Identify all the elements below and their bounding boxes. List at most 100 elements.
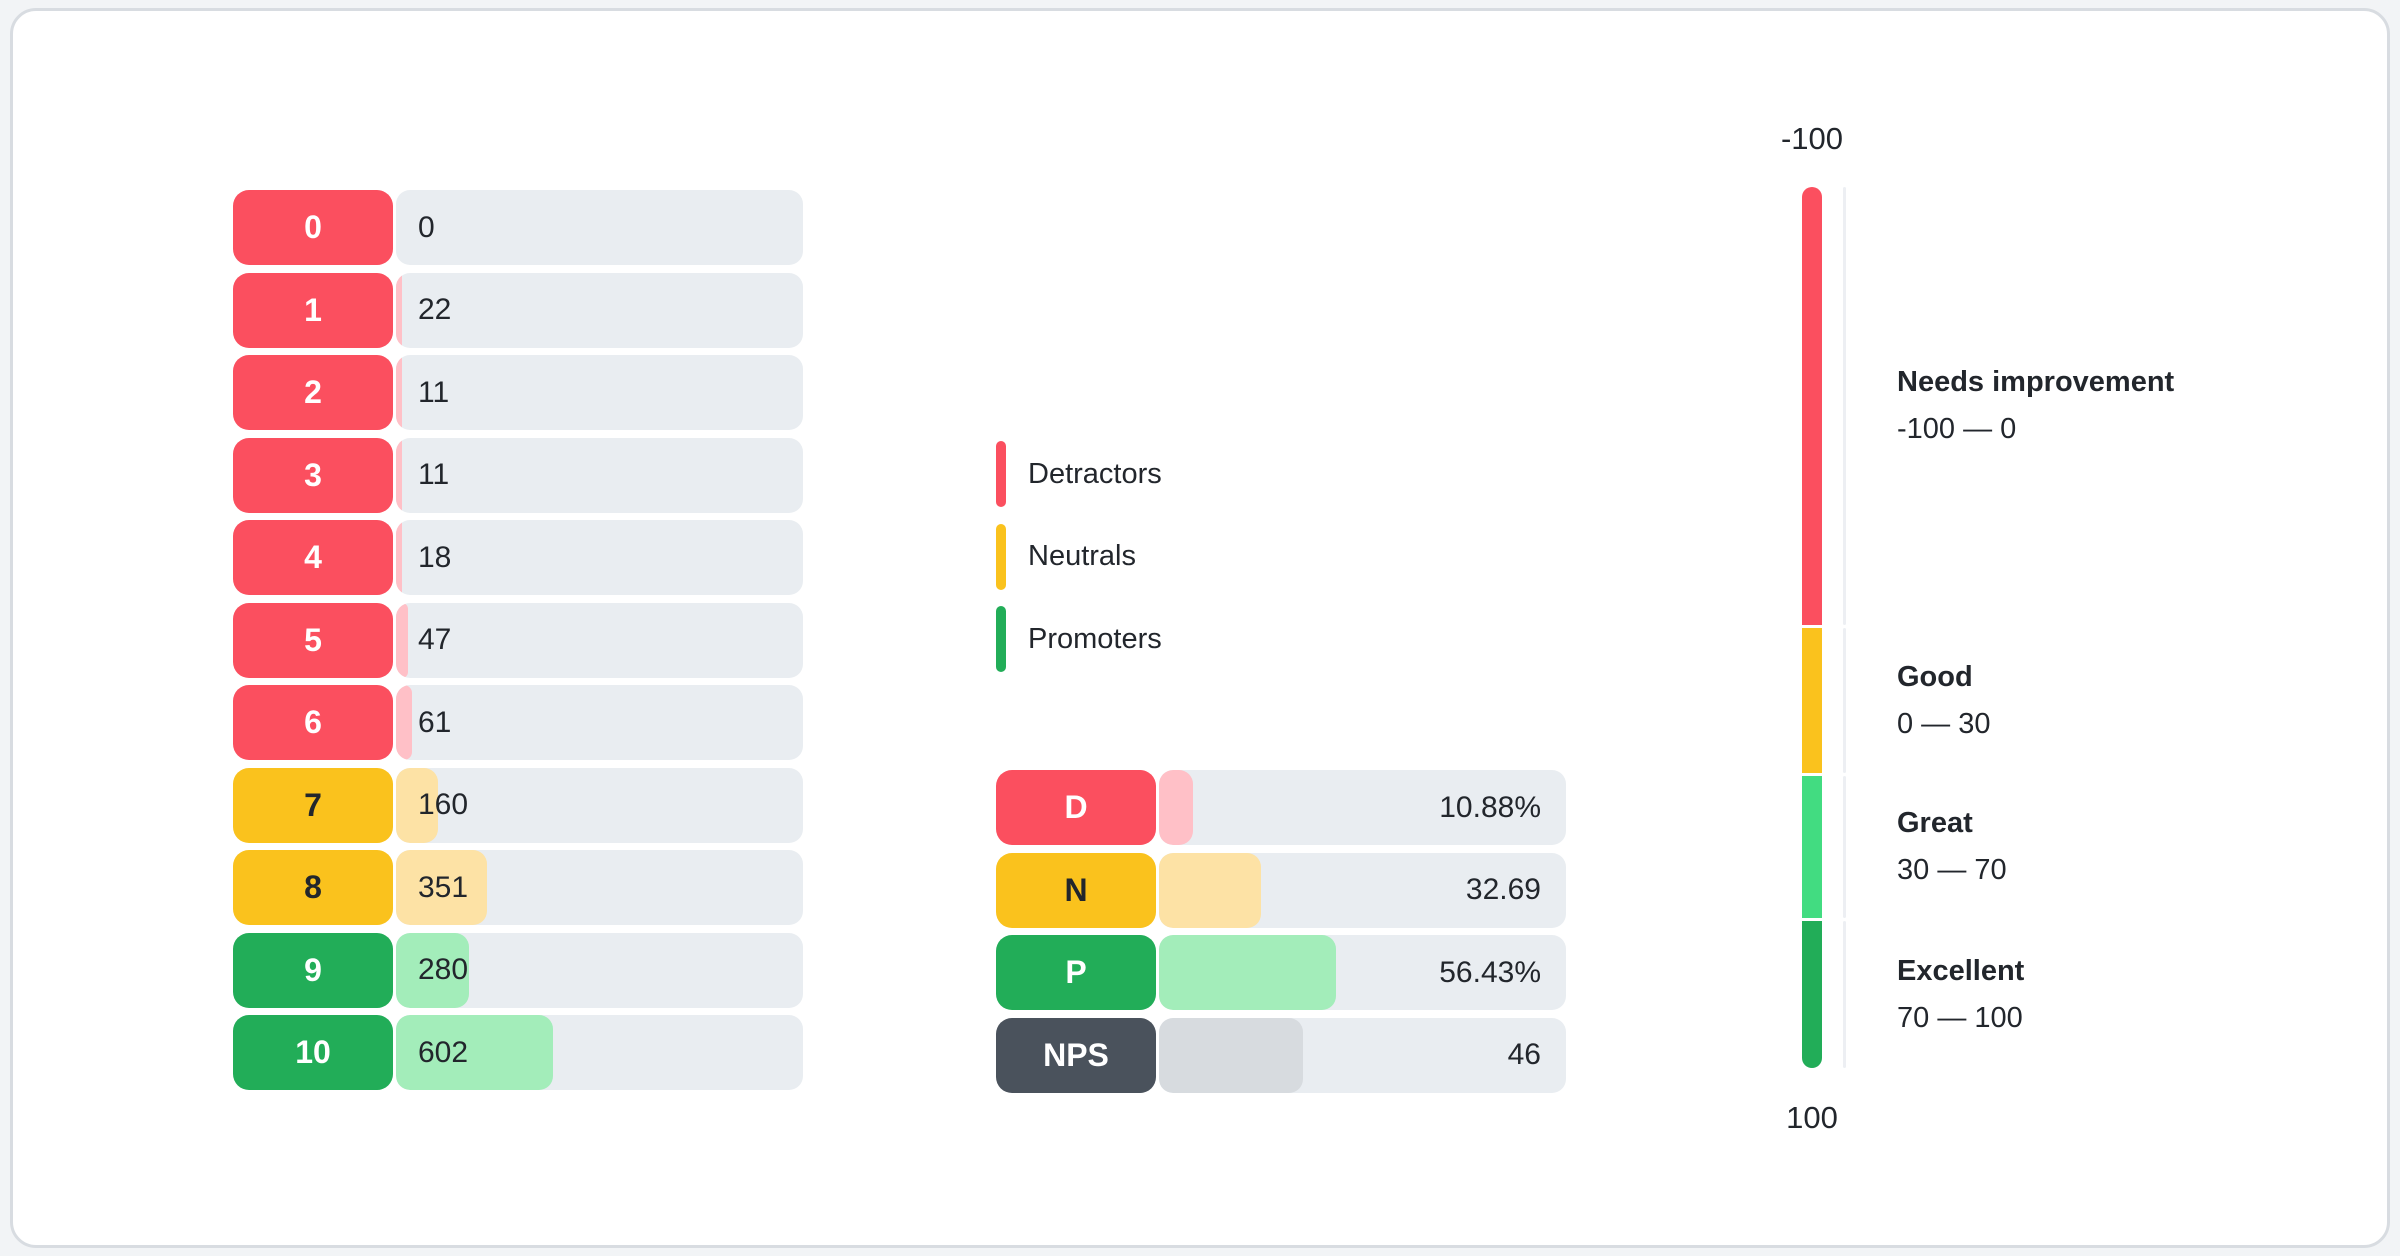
bar-track: 47 xyxy=(396,602,803,678)
bar-fill xyxy=(396,767,438,843)
bar-badge: 8 xyxy=(233,850,393,925)
bar-badge: 1 xyxy=(233,272,393,348)
bar-badge-label: 10 xyxy=(295,1034,331,1070)
legend-swatch-detractor xyxy=(996,441,1006,507)
bar-value: 18 xyxy=(418,540,452,574)
gauge-top-tick-label: -100 xyxy=(1780,121,1844,156)
bar-badge-label: 9 xyxy=(304,951,322,988)
bar-value: 61 xyxy=(418,705,452,739)
gauge-bottom-tick-label: 100 xyxy=(1786,1100,1838,1135)
gauge-section-label: Good 0 — 30 xyxy=(1897,661,1991,741)
bar-row: D 10.88% xyxy=(996,770,1566,845)
bar-track: 61 xyxy=(396,685,803,760)
bar-badge: P xyxy=(996,935,1156,1010)
bar-fill xyxy=(396,355,402,430)
bar-badge: 6 xyxy=(233,685,393,760)
legend-label: Detractors xyxy=(1028,457,1162,490)
bar-row: 4 18 xyxy=(233,520,803,595)
gauge-axis-line xyxy=(1843,776,1846,918)
legend-item: Detractors xyxy=(996,441,1162,507)
bar-track: 56.43% xyxy=(1159,935,1566,1010)
bar-row: NPS 46 xyxy=(996,1017,1566,1093)
bar-badge-label: N xyxy=(1064,871,1088,908)
bar-track: 18 xyxy=(396,520,803,595)
bar-badge-label: 1 xyxy=(304,291,322,328)
bar-fill xyxy=(396,272,402,348)
bar-row: N 32.69 xyxy=(996,852,1566,928)
gauge-section-title: Excellent xyxy=(1897,954,2025,987)
gauge-segment-0 xyxy=(1802,187,1822,625)
bar-fill xyxy=(1159,770,1194,845)
bar-fill xyxy=(396,1015,553,1090)
gauge-section-title: Needs improvement xyxy=(1897,366,2175,398)
bar-value: 11 xyxy=(418,458,450,491)
bar-badge-label: 4 xyxy=(304,539,322,575)
bar-badge: 0 xyxy=(233,190,393,265)
bar-track: 351 xyxy=(396,850,803,925)
bar-badge: 5 xyxy=(233,602,393,678)
gauge-section-label: Great 30 — 70 xyxy=(1897,807,2007,887)
gauge-section-range: -100 — 0 xyxy=(1897,413,2017,445)
bar-fill xyxy=(1159,935,1336,1010)
gauge-axis-line xyxy=(1843,187,1846,625)
bar-badge: 3 xyxy=(233,437,393,513)
gauge-section-label: Needs improvement -100 — 0 xyxy=(1897,366,2174,446)
bar-value: 47 xyxy=(418,623,452,656)
bar-value: 11 xyxy=(418,375,450,409)
bar-value: 46 xyxy=(1507,1038,1541,1071)
gauge-section-range: 70 — 100 xyxy=(1897,1001,2023,1034)
legend-item: Neutrals xyxy=(996,523,1162,590)
legend-item: Promoters xyxy=(996,606,1162,672)
bar-badge: 7 xyxy=(233,767,393,843)
bar-badge: NPS xyxy=(996,1017,1156,1093)
bar-row: 7 160 xyxy=(233,767,803,843)
legend: Detractors Neutrals Promoters xyxy=(996,441,1162,689)
bar-fill xyxy=(396,520,402,595)
bar-badge: 2 xyxy=(233,355,393,430)
bar-badge: 4 xyxy=(233,520,393,595)
bar-row: 3 11 xyxy=(233,437,803,513)
gauge-section-title: Great xyxy=(1897,807,1973,839)
gauge-segment-2 xyxy=(1802,776,1822,918)
bar-badge: 9 xyxy=(233,932,393,1008)
gauge-segment-3 xyxy=(1802,921,1822,1068)
nps-scale-gauge: -100 100 Needs improvement -100 — 0 Good 0 … xyxy=(1781,121,2174,1135)
bar-badge: D xyxy=(996,770,1156,845)
bar-track: 0 xyxy=(396,190,803,265)
bar-track: 32.69 xyxy=(1159,852,1566,928)
bar-value: 160 xyxy=(418,788,469,821)
gauge-section-range: 30 — 70 xyxy=(1897,854,2007,886)
gauge-axis-line xyxy=(1843,628,1846,773)
bar-track: 602 xyxy=(396,1015,803,1090)
gauge-section-title: Good xyxy=(1897,660,1973,693)
bar-badge-label: D xyxy=(1064,789,1088,825)
bar-value: 56.43% xyxy=(1439,955,1541,989)
bar-row: 8 351 xyxy=(233,850,803,925)
bar-track: 11 xyxy=(396,437,803,513)
bar-badge: N xyxy=(996,852,1156,928)
bar-row: 5 47 xyxy=(233,602,803,678)
bar-badge-label: 6 xyxy=(304,704,322,740)
bar-fill xyxy=(396,602,409,678)
bar-track: 46 xyxy=(1159,1017,1566,1093)
bar-value: 22 xyxy=(418,293,452,326)
legend-label: Neutrals xyxy=(1028,540,1136,572)
bar-track: 11 xyxy=(396,355,803,430)
summary-chart: D 10.88% N 32.69 P 56.43% NPS 46 xyxy=(996,770,1566,1100)
bar-badge-label: 2 xyxy=(304,374,322,410)
bar-badge-label: 3 xyxy=(304,456,322,493)
legend-label: Promoters xyxy=(1028,622,1162,655)
bar-fill xyxy=(396,685,412,760)
bar-row: 10 602 xyxy=(233,1015,803,1090)
bar-badge-label: NPS xyxy=(1043,1036,1109,1073)
bar-row: P 56.43% xyxy=(996,935,1566,1010)
bar-fill xyxy=(396,437,402,513)
bar-track: 22 xyxy=(396,272,803,348)
score-distribution-chart: 0 0 1 22 2 11 3 11 4 18 5 47 6 61 7 160 8 351 9 280 10 602 xyxy=(233,190,803,1098)
bar-value: 351 xyxy=(418,870,469,904)
bar-track: 160 xyxy=(396,767,803,843)
bar-badge-label: 0 xyxy=(304,209,322,245)
legend-swatch-promoter xyxy=(996,606,1006,672)
